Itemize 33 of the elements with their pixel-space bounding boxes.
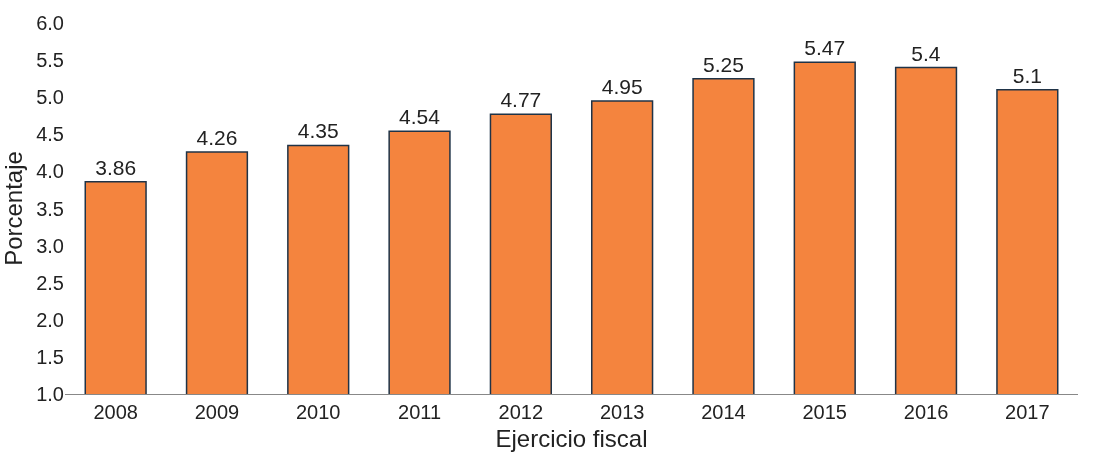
data-label: 5.4 <box>911 41 941 65</box>
y-tick-label: 5.5 <box>36 49 64 72</box>
y-tick-label: 5.0 <box>36 86 64 109</box>
data-label: 4.35 <box>297 119 339 143</box>
y-tick-label: 3.5 <box>36 197 64 220</box>
data-label: 4.77 <box>500 88 542 112</box>
y-tick-label: 3.0 <box>36 234 64 257</box>
y-tick-label: 6.0 <box>36 12 64 34</box>
data-label: 3.86 <box>95 155 137 179</box>
data-label: 4.26 <box>196 126 238 150</box>
data-label: 4.54 <box>398 105 441 129</box>
y-tick-label: 1.5 <box>36 345 64 368</box>
data-label: 5.47 <box>804 36 846 60</box>
x-tick-label: 2017 <box>1005 401 1050 423</box>
data-label: 4.95 <box>601 74 643 98</box>
y-tick-label: 4.5 <box>36 123 64 146</box>
y-tick-label: 1.0 <box>36 383 64 405</box>
x-axis-title: Ejercicio fiscal <box>495 425 648 453</box>
y-axis-title: Porcentaje <box>0 151 28 266</box>
x-tick-label: 2008 <box>93 401 138 423</box>
y-tick-label: 2.0 <box>36 308 64 331</box>
x-tick-label: 2013 <box>599 401 645 423</box>
x-tick-label: 2012 <box>498 401 544 423</box>
y-tick-label: 2.5 <box>36 271 64 294</box>
x-tick-label: 2010 <box>296 401 341 423</box>
x-tick-label: 2009 <box>194 401 240 423</box>
x-tick-label: 2016 <box>903 401 949 423</box>
y-tick-label: 4.0 <box>36 160 64 183</box>
x-tick-label: 2015 <box>802 401 847 423</box>
x-tick-label: 2011 <box>398 401 442 423</box>
data-label: 5.1 <box>1012 63 1042 87</box>
x-tick-label: 2014 <box>701 401 746 423</box>
data-label: 5.25 <box>703 52 744 76</box>
